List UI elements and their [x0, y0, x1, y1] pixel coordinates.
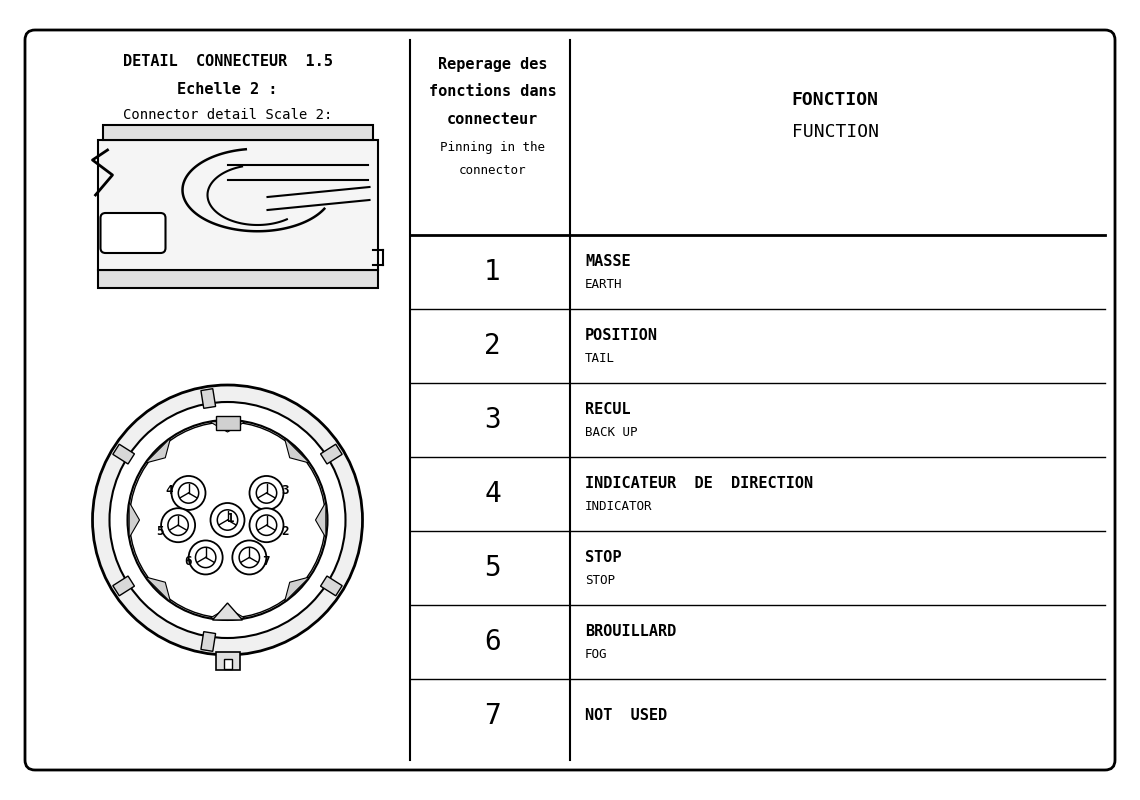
- FancyBboxPatch shape: [25, 30, 1115, 770]
- Text: 5: 5: [156, 525, 164, 538]
- Circle shape: [188, 541, 222, 574]
- Text: Connector detail Scale 2:: Connector detail Scale 2:: [123, 108, 332, 122]
- Text: fonctions dans: fonctions dans: [429, 85, 556, 99]
- Polygon shape: [145, 577, 171, 602]
- Text: RECUL: RECUL: [585, 402, 630, 418]
- FancyBboxPatch shape: [100, 213, 165, 253]
- Polygon shape: [284, 438, 310, 463]
- Circle shape: [250, 476, 284, 510]
- Bar: [201, 632, 215, 651]
- Bar: [103, 125, 373, 140]
- Polygon shape: [210, 608, 245, 618]
- Text: BACK UP: BACK UP: [585, 426, 637, 438]
- Text: 1: 1: [227, 511, 234, 525]
- Text: 6: 6: [484, 628, 500, 656]
- Text: FONCTION: FONCTION: [791, 91, 879, 109]
- Circle shape: [92, 385, 363, 655]
- Text: 1: 1: [484, 258, 500, 286]
- Text: DETAIL  CONNECTEUR  1.5: DETAIL CONNECTEUR 1.5: [123, 54, 333, 70]
- Polygon shape: [210, 422, 245, 432]
- Circle shape: [161, 508, 195, 542]
- Text: 2: 2: [484, 332, 500, 360]
- Bar: [320, 576, 342, 596]
- Bar: [113, 444, 135, 464]
- Text: INDICATOR: INDICATOR: [585, 499, 652, 513]
- Text: 4: 4: [484, 480, 500, 508]
- Text: 7: 7: [262, 555, 270, 568]
- Polygon shape: [284, 577, 310, 602]
- Text: EARTH: EARTH: [585, 278, 622, 290]
- Polygon shape: [129, 502, 139, 538]
- Bar: [223, 659, 231, 669]
- Circle shape: [233, 541, 267, 574]
- Bar: [98, 140, 377, 270]
- Text: TAIL: TAIL: [585, 351, 614, 365]
- Text: connector: connector: [458, 163, 527, 177]
- Text: Echelle 2 :: Echelle 2 :: [178, 82, 278, 98]
- Text: 2: 2: [280, 525, 288, 538]
- Bar: [320, 444, 342, 464]
- Text: INDICATEUR  DE  DIRECTION: INDICATEUR DE DIRECTION: [585, 477, 813, 491]
- Text: MASSE: MASSE: [585, 254, 630, 270]
- Text: 6: 6: [184, 555, 192, 568]
- Polygon shape: [316, 502, 326, 538]
- Polygon shape: [145, 438, 171, 463]
- Text: 4: 4: [165, 485, 173, 498]
- Circle shape: [171, 476, 205, 510]
- Circle shape: [109, 402, 345, 638]
- Text: 7: 7: [484, 702, 500, 730]
- Circle shape: [130, 422, 326, 618]
- Bar: [215, 652, 239, 670]
- Circle shape: [128, 420, 327, 620]
- Text: NOT  USED: NOT USED: [585, 709, 667, 723]
- Text: FUNCTION: FUNCTION: [791, 123, 879, 141]
- Text: BROUILLARD: BROUILLARD: [585, 625, 676, 639]
- Text: 5: 5: [484, 554, 500, 582]
- Text: POSITION: POSITION: [585, 329, 658, 343]
- Text: FOG: FOG: [585, 647, 608, 661]
- Bar: [215, 416, 239, 430]
- Text: STOP: STOP: [585, 550, 621, 566]
- Text: connecteur: connecteur: [447, 111, 538, 126]
- Text: Pinning in the: Pinning in the: [440, 142, 545, 154]
- Text: STOP: STOP: [585, 574, 614, 586]
- Bar: [113, 576, 135, 596]
- Text: Reperage des: Reperage des: [438, 58, 547, 73]
- Circle shape: [211, 503, 244, 537]
- Circle shape: [250, 508, 284, 542]
- Bar: [201, 389, 215, 408]
- Bar: [98, 270, 377, 288]
- Text: 3: 3: [282, 485, 290, 498]
- Polygon shape: [212, 603, 243, 620]
- Text: 3: 3: [484, 406, 500, 434]
